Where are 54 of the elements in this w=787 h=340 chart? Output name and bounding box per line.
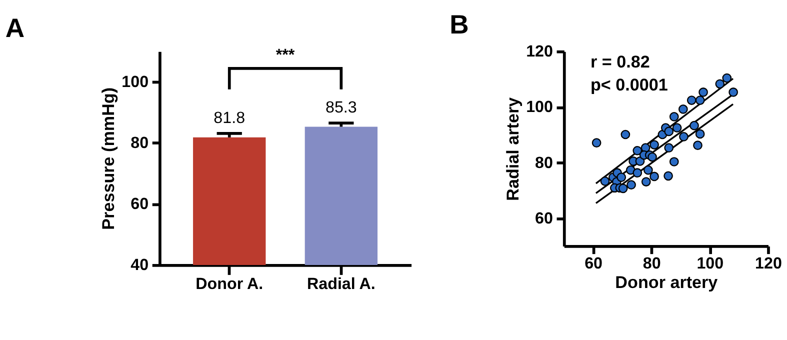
point	[695, 129, 705, 139]
point	[678, 104, 688, 114]
x-tick-label: 120	[755, 254, 782, 272]
y-tick-label: 80	[535, 154, 554, 172]
point	[669, 157, 679, 166]
data-label: 81.8	[214, 109, 246, 128]
point	[626, 180, 636, 190]
chart-title: B	[450, 9, 469, 40]
point	[695, 96, 705, 105]
point	[620, 130, 630, 140]
point	[679, 132, 688, 142]
y-tick-label: 40	[130, 256, 149, 274]
point	[715, 79, 725, 89]
point	[669, 112, 679, 122]
y-tick-label: 60	[130, 195, 149, 214]
x-tick-label: Radial A.	[306, 275, 376, 294]
point	[648, 152, 657, 162]
point	[664, 126, 674, 136]
annotation: r = 0.82	[590, 52, 650, 72]
point	[632, 168, 642, 178]
y-tick-label: 80	[130, 134, 149, 152]
data-label: 85.3	[325, 98, 357, 117]
point	[641, 177, 651, 186]
y-axis-title: Pressure (mmHg)	[99, 87, 118, 230]
y-tick-label: 120	[526, 42, 554, 61]
point	[664, 171, 673, 181]
point	[686, 96, 696, 105]
point	[693, 140, 702, 150]
point	[664, 143, 674, 153]
point	[690, 120, 699, 130]
point	[698, 88, 708, 97]
point	[616, 172, 626, 182]
point	[650, 172, 659, 182]
point	[632, 146, 642, 156]
point	[643, 165, 653, 175]
x-tick-label: Donor A.	[196, 275, 264, 294]
point	[600, 176, 610, 186]
annotation: p< 0.0001	[590, 75, 668, 94]
x-tick-label: 100	[696, 254, 724, 272]
point	[722, 73, 732, 83]
y-tick-label: 100	[122, 73, 149, 92]
x-axis-title: Donor artery	[615, 273, 718, 292]
y-tick-label: 100	[526, 98, 554, 116]
chart-title: A	[5, 13, 25, 44]
point	[650, 140, 659, 150]
point	[728, 88, 738, 97]
y-tick-label: 60	[535, 209, 554, 228]
annotation: ***	[276, 46, 296, 64]
x-tick-label: 80	[642, 254, 661, 272]
x-tick-label: 60	[584, 254, 603, 272]
y-axis-title: Radial artery	[503, 96, 522, 201]
point	[672, 123, 682, 132]
point	[618, 184, 628, 194]
point	[592, 138, 602, 148]
